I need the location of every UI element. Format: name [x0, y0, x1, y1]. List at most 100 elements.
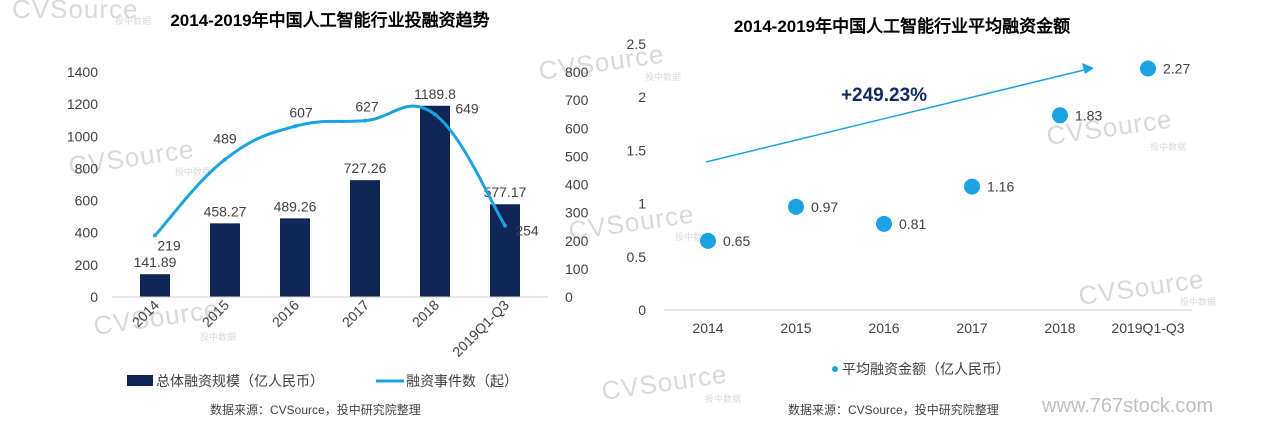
scatter-point-2014 [700, 232, 716, 249]
left-chart: 2014-2019年中国人工智能行业投融资趋势 0 200 400 600 800 100… [67, 10, 589, 417]
trend-arrow-head [1082, 63, 1094, 74]
left-y-tick-6: 1200 [67, 96, 98, 112]
scatter-label-2019Q1-Q3: 2.27 [1163, 60, 1190, 76]
bar-label-2014: 141.89 [134, 254, 177, 270]
watermark-sub-6: 投中数据 [1180, 296, 1216, 307]
scatter-y-tick-2: 1 [638, 196, 646, 212]
left-y-tick-2: 400 [75, 225, 99, 241]
right-source-note: 数据来源：CVSource，投中研究院整理 [788, 402, 999, 417]
line-point-2015 [223, 157, 227, 162]
right-y-tick-1: 100 [565, 261, 589, 277]
watermark-sub-7: 投中数据 [200, 331, 236, 342]
left-y-tick-7: 1400 [67, 64, 98, 80]
scatter-point-2019Q1-Q3 [1140, 60, 1156, 77]
watermark-sub-8: 投中数据 [705, 393, 741, 404]
watermark-sub-1: 投中数据 [115, 15, 151, 26]
bar-2019Q1-Q3 [490, 204, 520, 297]
right-chart-title: 2014-2019年中国人工智能行业平均融资金额 [734, 16, 1070, 36]
line-label-2014: 219 [157, 237, 181, 253]
left-chart-title: 2014-2019年中国人工智能行业投融资趋势 [170, 10, 489, 30]
left-x-tick-2019Q1-Q3: 2019Q1-Q3 [449, 297, 512, 360]
scatter-x-tick-2015: 2015 [780, 320, 811, 336]
line-path [153, 104, 507, 237]
line-label-2016: 607 [289, 104, 313, 120]
scatter-label-2018: 1.83 [1075, 107, 1102, 123]
left-y-tick-4: 800 [75, 160, 99, 176]
bar-2018 [420, 105, 450, 298]
bar-label-2015: 458.27 [204, 203, 247, 219]
line-point-2016 [293, 124, 297, 129]
scatter-point-2015 [788, 198, 804, 215]
bar-2015 [210, 223, 240, 297]
line-point-2014 [153, 233, 157, 238]
right-y-tick-3: 300 [565, 205, 589, 221]
line-label-2017: 627 [355, 99, 379, 115]
scatter-x-tick-2019Q1-Q3: 2019Q1-Q3 [1111, 320, 1184, 336]
scatter-y-tick-0: 0 [638, 302, 646, 318]
bar-label-2016: 489.26 [274, 198, 317, 214]
right-scatter-series: 0.65 0.97 0.81 1.16 1.83 2.27 [700, 60, 1190, 249]
left-x-tick-2018: 2018 [409, 297, 442, 330]
left-y-tick-1: 200 [75, 257, 99, 273]
legend-point-label: 平均融资金额（亿人民币） [842, 361, 1010, 377]
bar-2016 [280, 218, 310, 297]
left-x-tick-2017: 2017 [339, 297, 372, 330]
scatter-point-2018 [1052, 107, 1068, 124]
left-y-tick-0: 0 [90, 289, 98, 305]
line-label-2019Q1-Q3: 254 [515, 223, 539, 239]
legend-line-label: 融资事件数（起） [406, 373, 518, 389]
scatter-label-2016: 0.81 [899, 216, 926, 232]
bar-label-2019Q1-Q3: 577.17 [484, 184, 527, 200]
line-point-2017 [363, 118, 367, 123]
right-y-tick-5: 500 [565, 148, 589, 164]
left-line-series: 219 489 607 627 649 254 [153, 99, 539, 253]
scatter-y-tick-5: 2.5 [627, 36, 647, 52]
scatter-x-tick-2014: 2014 [692, 320, 723, 336]
bar-2014 [140, 274, 170, 297]
right-y-tick-8: 800 [565, 64, 589, 80]
bar-label-2018: 1189.8 [414, 86, 456, 102]
left-y-axis-left: 0 200 400 600 800 1000 1200 1400 [67, 64, 98, 305]
growth-annotation: +249.23% [841, 85, 927, 106]
legend-point-swatch [832, 366, 838, 372]
line-label-2015: 489 [213, 130, 237, 146]
line-point-2019Q1-Q3 [503, 223, 507, 228]
scatter-y-tick-3: 1.5 [627, 142, 647, 158]
watermarks: CVSource 投中数据 CVSource 投中数据 CVSource 投中数… [12, 0, 1216, 417]
watermark-brand-1: CVSource [12, 0, 139, 24]
right-y-tick-6: 600 [565, 120, 589, 136]
left-source-note: 数据来源：CVSource，投中研究院整理 [210, 402, 421, 417]
line-label-2018: 649 [455, 100, 479, 116]
legend-bar-swatch [127, 375, 153, 386]
scatter-label-2015: 0.97 [811, 199, 838, 215]
trend-arrow [705, 63, 1094, 163]
right-chart: 2014-2019年中国人工智能行业平均融资金额 0 0.5 1 1.5 2 2.5 20… [627, 16, 1192, 417]
scatter-y-tick-1: 0.5 [627, 249, 647, 265]
left-y-axis-right: 0 100 200 300 400 500 600 700 800 [565, 64, 589, 305]
left-y-tick-5: 1000 [67, 128, 98, 144]
scatter-point-2016 [876, 215, 892, 232]
scatter-point-2017 [964, 178, 980, 195]
bar-label-2017: 727.26 [344, 160, 387, 176]
scatter-label-2017: 1.16 [987, 179, 1014, 195]
scatter-x-tick-2017: 2017 [956, 320, 987, 336]
legend-bar-label: 总体融资规模（亿人民币） [156, 373, 324, 389]
line-point-2018 [433, 112, 437, 117]
right-y-tick-2: 200 [565, 233, 589, 249]
right-y-tick-0: 0 [565, 289, 573, 305]
scatter-y-tick-4: 2 [638, 89, 646, 105]
bar-2017 [350, 180, 380, 297]
scatter-label-2014: 0.65 [723, 233, 750, 249]
right-y-tick-7: 700 [565, 92, 589, 108]
left-x-tick-2016: 2016 [269, 297, 302, 330]
left-legend: 总体融资规模（亿人民币） 融资事件数（起） [127, 373, 518, 389]
right-y-axis: 0 0.5 1 1.5 2 2.5 [627, 36, 647, 318]
watermark-sub-4: 投中数据 [675, 231, 711, 242]
right-y-tick-4: 400 [565, 177, 589, 193]
trend-arrow-line [705, 69, 1085, 163]
watermark-sub-5: 投中数据 [1150, 141, 1186, 152]
right-x-axis: 2014 2015 2016 2017 2018 2019Q1-Q3 [692, 320, 1184, 336]
left-bars: 141.89 458.27 489.26 727.26 1189.8 577.17 [134, 86, 527, 298]
site-watermark: www.767stock.com [1041, 395, 1213, 417]
